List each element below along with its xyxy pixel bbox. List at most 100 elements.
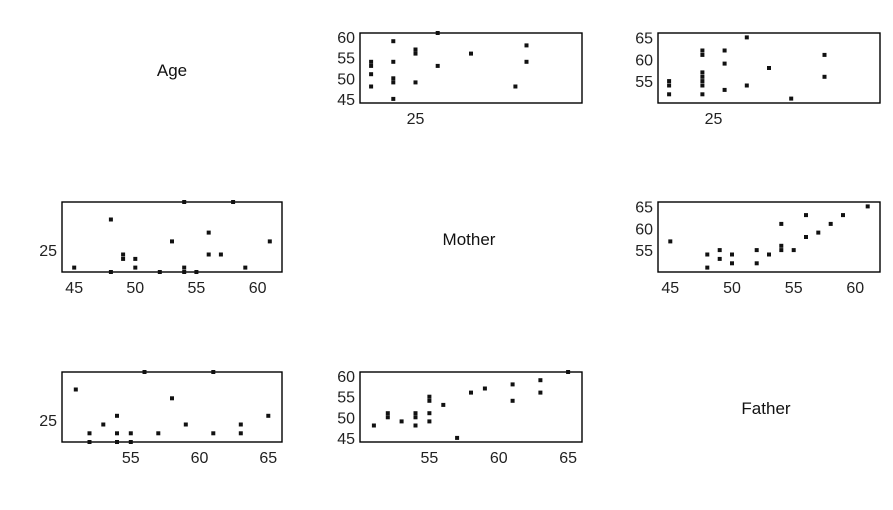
scatter-point xyxy=(822,52,827,57)
scatter-point xyxy=(455,435,460,440)
y-tick-label: 65 xyxy=(635,30,653,47)
panel-mother-vs-age: 25 45 50 55 60 xyxy=(337,30,583,128)
scatter-point xyxy=(816,230,821,235)
scatter-point xyxy=(206,252,211,257)
scatter-point xyxy=(441,402,446,407)
x-tick-label: 55 xyxy=(785,280,803,297)
scatter-point xyxy=(828,221,833,226)
x-tick-label: 25 xyxy=(705,111,723,128)
scatter-point xyxy=(744,35,749,40)
scatter-point xyxy=(194,270,199,274)
scatter-point xyxy=(700,52,705,57)
scatter-point xyxy=(231,200,236,204)
scatter-point xyxy=(705,252,710,257)
scatter-point xyxy=(700,92,705,97)
scatter-point xyxy=(754,261,759,266)
scatter-point xyxy=(667,79,672,84)
y-tick-label: 60 xyxy=(337,369,355,386)
scatter-point xyxy=(722,87,727,92)
scatter-point xyxy=(391,59,396,64)
scatter-point xyxy=(435,31,440,35)
scatter-point xyxy=(182,200,187,204)
x-tick-label: 50 xyxy=(126,280,144,297)
scatter-point xyxy=(238,431,243,436)
scatter-point xyxy=(413,51,418,56)
scatter-point xyxy=(391,76,396,81)
x-tick-label: 60 xyxy=(846,280,864,297)
panel-frame xyxy=(657,32,881,104)
scatter-point xyxy=(238,422,243,427)
scatter-point xyxy=(700,79,705,84)
x-tick-label: 50 xyxy=(723,280,741,297)
scatter-point xyxy=(385,415,390,420)
scatter-point xyxy=(101,422,106,427)
panel-age-vs-mother: 45 50 55 60 25 xyxy=(39,200,283,297)
scatter-point xyxy=(108,217,113,222)
scatter-point xyxy=(142,370,147,374)
scatter-point xyxy=(369,59,374,64)
scatter-point xyxy=(667,83,672,88)
scatter-point xyxy=(510,398,515,403)
scatter-point xyxy=(789,96,794,101)
scatter-point xyxy=(524,43,529,48)
panel-father-vs-mother: 45 50 55 60 55 60 65 xyxy=(635,199,881,297)
y-tick-label: 60 xyxy=(337,30,355,47)
y-tick-label: 60 xyxy=(635,221,653,238)
scatter-point xyxy=(115,440,119,444)
x-tick-label: 45 xyxy=(661,280,679,297)
scatter-point xyxy=(700,48,705,53)
scatter-point xyxy=(865,204,870,209)
scatter-point xyxy=(243,265,248,270)
panel-frame xyxy=(359,371,583,443)
scatter-point xyxy=(206,230,211,235)
panel-frame xyxy=(61,201,283,273)
scatter-point xyxy=(705,265,710,270)
x-tick-label: 65 xyxy=(259,450,277,467)
scatter-point xyxy=(413,80,418,85)
scatter-point xyxy=(218,252,223,257)
y-tick-label: 50 xyxy=(337,410,355,427)
scatter-point xyxy=(538,378,543,383)
scatter-point xyxy=(413,423,418,428)
x-tick-label: 55 xyxy=(188,280,206,297)
y-tick-label: 25 xyxy=(39,413,57,430)
scatter-point xyxy=(668,239,673,244)
y-tick-label: 55 xyxy=(337,51,355,68)
x-tick-label: 60 xyxy=(490,450,508,467)
scatter-point xyxy=(385,411,390,416)
scatter-point xyxy=(115,431,119,436)
scatter-point xyxy=(87,440,92,444)
scatter-point xyxy=(779,248,784,253)
scatter-point xyxy=(170,239,174,244)
y-tick-label: 50 xyxy=(337,71,355,88)
panel-frame xyxy=(657,201,881,273)
scatter-point xyxy=(369,72,374,77)
scatter-point xyxy=(779,243,784,248)
scatter-point xyxy=(371,423,376,428)
scatter-point xyxy=(108,270,113,274)
scatter-point xyxy=(469,390,473,395)
x-tick-label: 60 xyxy=(249,280,267,297)
scatter-point xyxy=(211,370,216,374)
scatter-point xyxy=(183,422,188,427)
scatter-point xyxy=(482,386,487,391)
scatter-point xyxy=(369,84,374,89)
scatter-point xyxy=(413,411,418,416)
scatter-point xyxy=(413,47,418,52)
scatter-point xyxy=(413,415,418,420)
scatter-point xyxy=(267,239,272,244)
scatter-point xyxy=(667,92,672,97)
scatter-point xyxy=(722,48,727,53)
scatter-point xyxy=(804,235,808,239)
y-tick-label: 55 xyxy=(337,390,355,407)
y-tick-label: 65 xyxy=(635,199,653,216)
x-tick-label: 45 xyxy=(65,280,83,297)
scatter-point xyxy=(717,256,722,261)
scatter-point xyxy=(730,252,734,257)
y-tick-label: 45 xyxy=(337,92,355,109)
y-tick-label: 45 xyxy=(337,431,355,448)
x-tick-label: 65 xyxy=(559,450,577,467)
scatter-point xyxy=(266,413,271,418)
scatter-point xyxy=(730,261,734,266)
